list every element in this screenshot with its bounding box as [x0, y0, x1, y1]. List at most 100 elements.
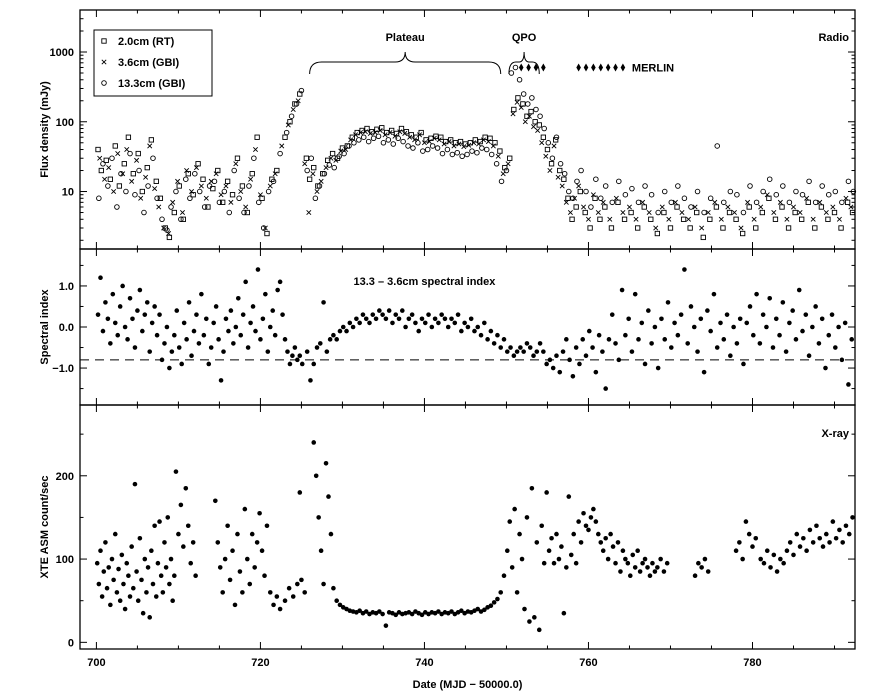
data-point [282, 337, 288, 342]
point-2cm [148, 137, 154, 143]
data-point [173, 469, 179, 474]
data-point [121, 581, 126, 587]
data-point [508, 345, 513, 350]
data-point [580, 337, 586, 342]
point-3-6cm [572, 195, 578, 201]
data-point [724, 312, 730, 317]
data-point [849, 337, 855, 342]
point-3-6cm [318, 178, 324, 184]
point-3-6cm [252, 147, 259, 153]
data-point [127, 594, 133, 599]
data-point [191, 328, 197, 334]
data-point [482, 320, 487, 326]
point-3-6cm [836, 216, 842, 222]
point-13-3cm [241, 209, 247, 216]
point-2cm [635, 225, 641, 231]
data-point [534, 349, 540, 354]
data-point [318, 548, 324, 554]
data-point [546, 548, 552, 554]
point-3-6cm [495, 153, 501, 159]
point-2cm [799, 216, 805, 222]
point-3-6cm [243, 204, 249, 210]
point-3-6cm [431, 135, 437, 141]
point-2cm [205, 204, 211, 210]
data-point [176, 345, 182, 350]
point-2cm [349, 134, 355, 140]
data-point [290, 594, 296, 599]
point-13-3cm [793, 188, 799, 195]
data-point [426, 312, 431, 317]
data-point [826, 332, 832, 338]
point-3-6cm [397, 129, 403, 135]
data-point [504, 548, 510, 554]
point-3-6cm [436, 137, 442, 143]
data-point [100, 328, 106, 334]
point-3-6cm [485, 139, 491, 145]
data-point [568, 552, 574, 558]
data-point [625, 560, 631, 566]
point-13-3cm [616, 178, 622, 185]
data-point [507, 519, 513, 524]
y-tick-label: 0 [68, 637, 74, 649]
data-point [652, 324, 658, 330]
data-point [226, 328, 231, 334]
data-point [632, 291, 638, 297]
point-13-3cm [114, 204, 120, 210]
point-3-6cm [551, 143, 557, 149]
point-2cm [229, 192, 236, 198]
data-point [152, 304, 157, 309]
data-point [549, 535, 554, 541]
point-3-6cm [102, 176, 108, 182]
data-point [650, 560, 655, 566]
data-point [518, 345, 523, 350]
point-13-3cm [365, 138, 372, 145]
point-13-3cm [331, 164, 337, 171]
point-13-3cm [675, 183, 681, 189]
data-point [122, 606, 128, 612]
data-point [598, 540, 604, 545]
merlin-marker [518, 63, 524, 72]
data-point [833, 535, 839, 541]
data-point [623, 332, 628, 338]
point-2cm [557, 167, 563, 174]
data-point [721, 337, 727, 342]
point-3-6cm [600, 199, 606, 205]
data-point [231, 341, 236, 346]
data-point [531, 353, 536, 359]
point-2cm [536, 122, 542, 128]
point-13-3cm [265, 188, 272, 195]
point-2cm [408, 132, 414, 138]
data-point [377, 609, 382, 614]
data-point [608, 531, 613, 537]
data-point [154, 332, 160, 338]
point-13-3cm [341, 150, 347, 157]
point-13-3cm [105, 183, 111, 189]
data-point [144, 300, 150, 305]
point-13-3cm [474, 149, 480, 156]
data-point [823, 531, 829, 537]
data-point [120, 283, 125, 289]
data-point [357, 608, 362, 613]
data-point [270, 308, 276, 313]
point-2cm [544, 146, 551, 153]
point-13-3cm [498, 178, 505, 185]
data-point [377, 308, 382, 313]
point-3-6cm [156, 204, 162, 210]
point-2cm [502, 164, 508, 171]
point-3-6cm [646, 210, 652, 216]
data-point [162, 540, 167, 545]
data-point [578, 540, 584, 545]
point-13-3cm [346, 143, 352, 149]
data-point [111, 577, 116, 583]
data-point [115, 332, 121, 338]
data-point [770, 345, 776, 350]
data-point [649, 341, 654, 346]
data-point [571, 531, 577, 537]
point-13-3cm [304, 167, 310, 174]
data-point [106, 565, 112, 570]
point-3-6cm [446, 139, 452, 145]
data-point [760, 312, 766, 317]
point-3-6cm [175, 178, 181, 184]
point-3-6cm [539, 140, 545, 146]
point-3-6cm [476, 141, 482, 147]
